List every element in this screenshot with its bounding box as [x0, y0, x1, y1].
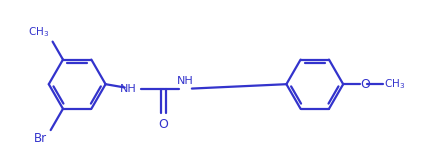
Text: CH$_3$: CH$_3$ — [28, 26, 49, 39]
Text: CH$_3$: CH$_3$ — [384, 77, 405, 91]
Text: Br: Br — [34, 132, 47, 145]
Text: O: O — [361, 78, 371, 91]
Text: NH: NH — [177, 76, 194, 86]
Text: O: O — [159, 118, 168, 131]
Text: NH: NH — [120, 84, 137, 94]
